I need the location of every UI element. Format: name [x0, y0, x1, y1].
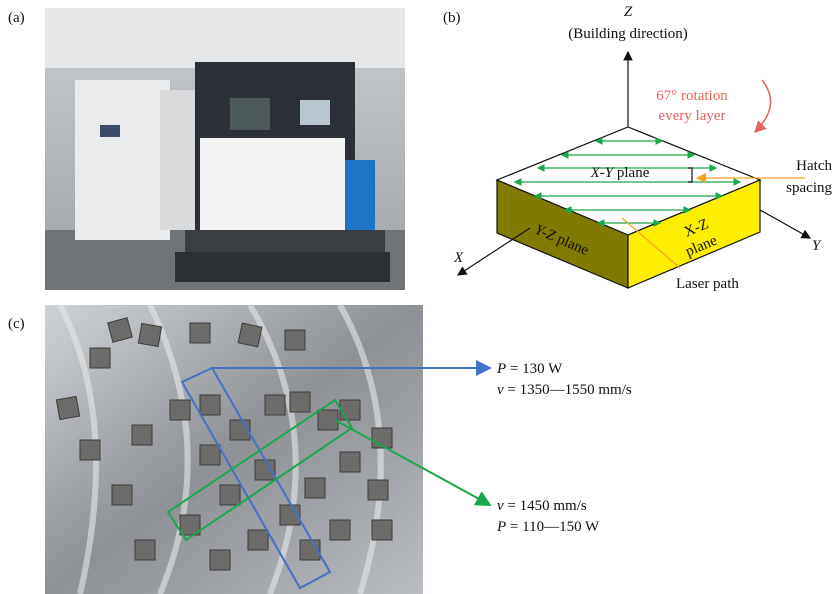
photo-machine: [45, 8, 405, 290]
symbol: v: [497, 498, 504, 514]
x-axis: [458, 228, 530, 275]
axis-label: Y: [812, 238, 822, 254]
symbol: P: [496, 361, 506, 377]
y-axis: [760, 210, 810, 238]
panel-label: (b): [443, 10, 461, 26]
plane-symbol: X-Y: [590, 165, 615, 181]
axis-label: X: [453, 250, 464, 266]
plane-label: X-Y plane: [590, 165, 650, 181]
figure: (a) (b) (c): [0, 0, 832, 594]
value: = 1450 mm/s: [507, 498, 586, 514]
rotation-note: 67° rotation: [656, 88, 728, 104]
panel-label: (c): [8, 316, 25, 332]
rotation-note: every layer: [658, 108, 725, 124]
plane-word: plane: [617, 165, 650, 181]
symbol: v: [497, 382, 504, 398]
value: = 1350—1550 mm/s: [507, 382, 631, 398]
value: = 130 W: [510, 361, 563, 377]
photo-samples: [45, 305, 423, 594]
panel-label: (a): [8, 10, 25, 26]
green-annotation: v = 1450 mm/s: [497, 498, 587, 514]
green-annotation: P = 110—150 W: [496, 519, 600, 535]
blue-annotation: v = 1350—1550 mm/s: [497, 382, 632, 398]
value: = 110—150 W: [510, 519, 600, 535]
hatch-label: spacing: [786, 180, 832, 196]
blue-annotation: P = 130 W: [496, 361, 563, 377]
symbol: P: [496, 519, 506, 535]
laser-label: Laser path: [676, 276, 739, 292]
hatch-label: Hatch: [796, 158, 832, 174]
axis-caption: (Building direction): [568, 26, 688, 42]
axis-label: Z: [624, 4, 633, 20]
